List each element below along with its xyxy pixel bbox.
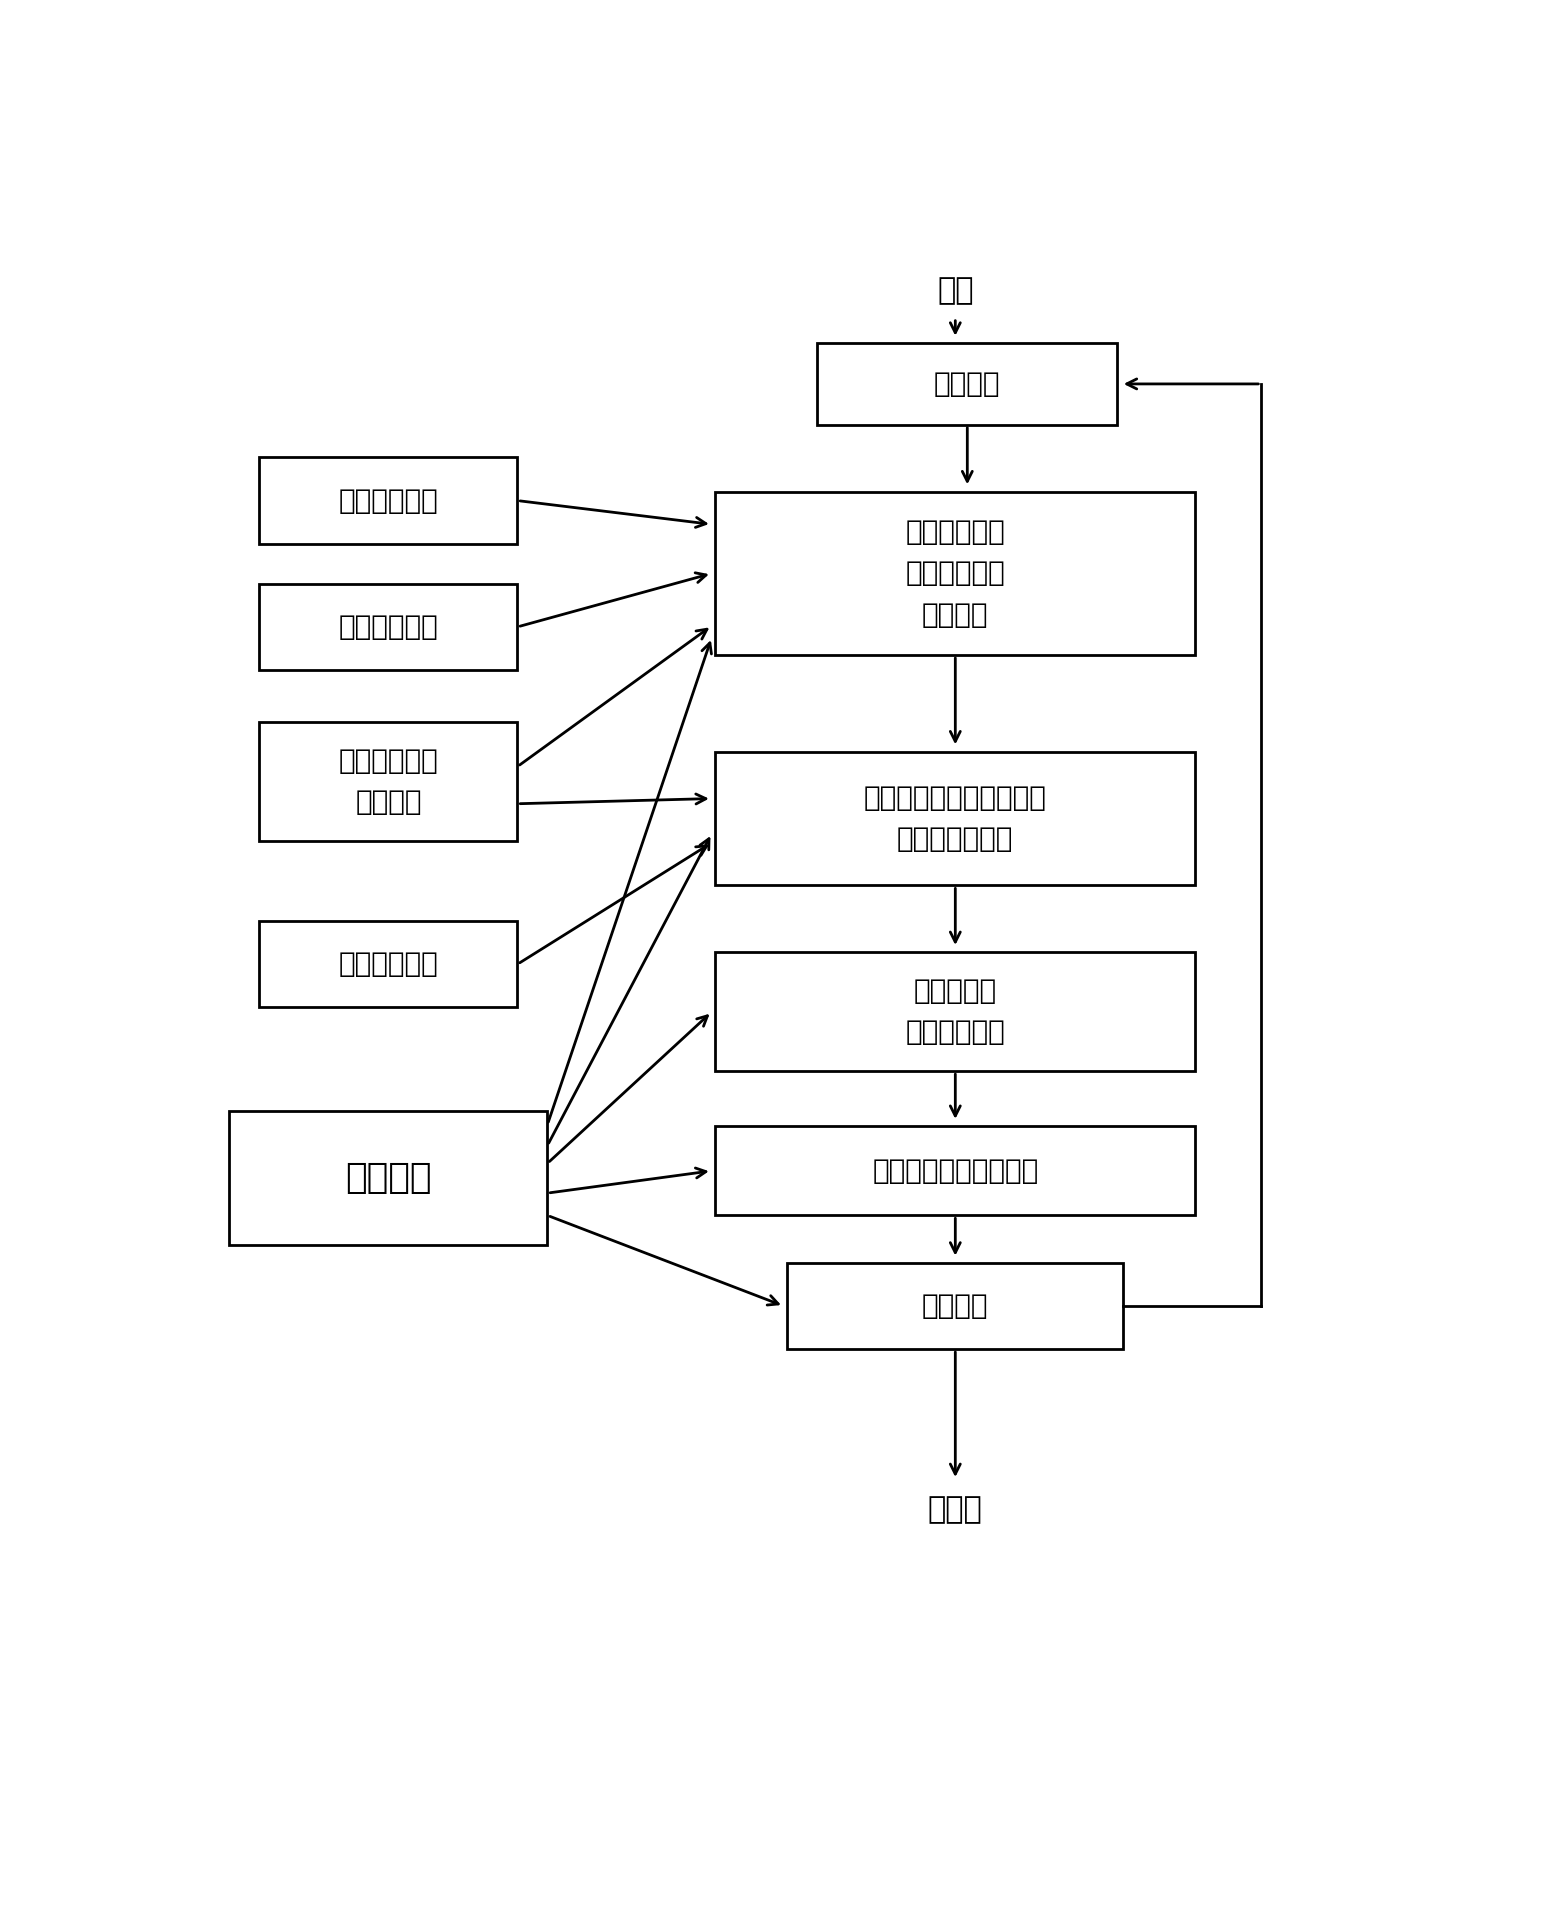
- Text: 进料: 进料: [937, 276, 974, 305]
- Text: 标准烘干模型: 标准烘干模型: [339, 950, 438, 979]
- Bar: [260, 457, 517, 544]
- Text: 与根据标准烘干模型得出
的最优値相比较: 与根据标准烘干模型得出 的最优値相比较: [864, 784, 1046, 853]
- Bar: [817, 344, 1118, 425]
- Text: 优化生产线温度和湿度: 优化生产线温度和湿度: [872, 1156, 1039, 1185]
- Bar: [260, 722, 517, 841]
- Bar: [260, 583, 517, 670]
- Text: 估计实际温度
估计实际湿度
位置信息: 估计实际温度 估计实际湿度 位置信息: [906, 517, 1005, 629]
- Bar: [260, 921, 517, 1007]
- Text: 优化开始: 优化开始: [933, 371, 1000, 398]
- Bar: [788, 1262, 1124, 1349]
- Bar: [229, 1112, 548, 1245]
- Text: 调节变频器
控制风机转速: 调节变频器 控制风机转速: [906, 977, 1005, 1046]
- Text: 根据干燥段区
确定位置: 根据干燥段区 确定位置: [339, 747, 438, 816]
- Text: 优化结束: 优化结束: [923, 1291, 989, 1320]
- Text: 出成品: 出成品: [927, 1496, 983, 1525]
- Bar: [715, 1127, 1195, 1216]
- Text: 运行控制: 运行控制: [345, 1162, 432, 1195]
- Text: 测量湿度数据: 测量湿度数据: [339, 614, 438, 641]
- Bar: [715, 951, 1195, 1071]
- Bar: [715, 751, 1195, 886]
- Bar: [715, 492, 1195, 654]
- Text: 测量温度数据: 测量温度数据: [339, 486, 438, 515]
